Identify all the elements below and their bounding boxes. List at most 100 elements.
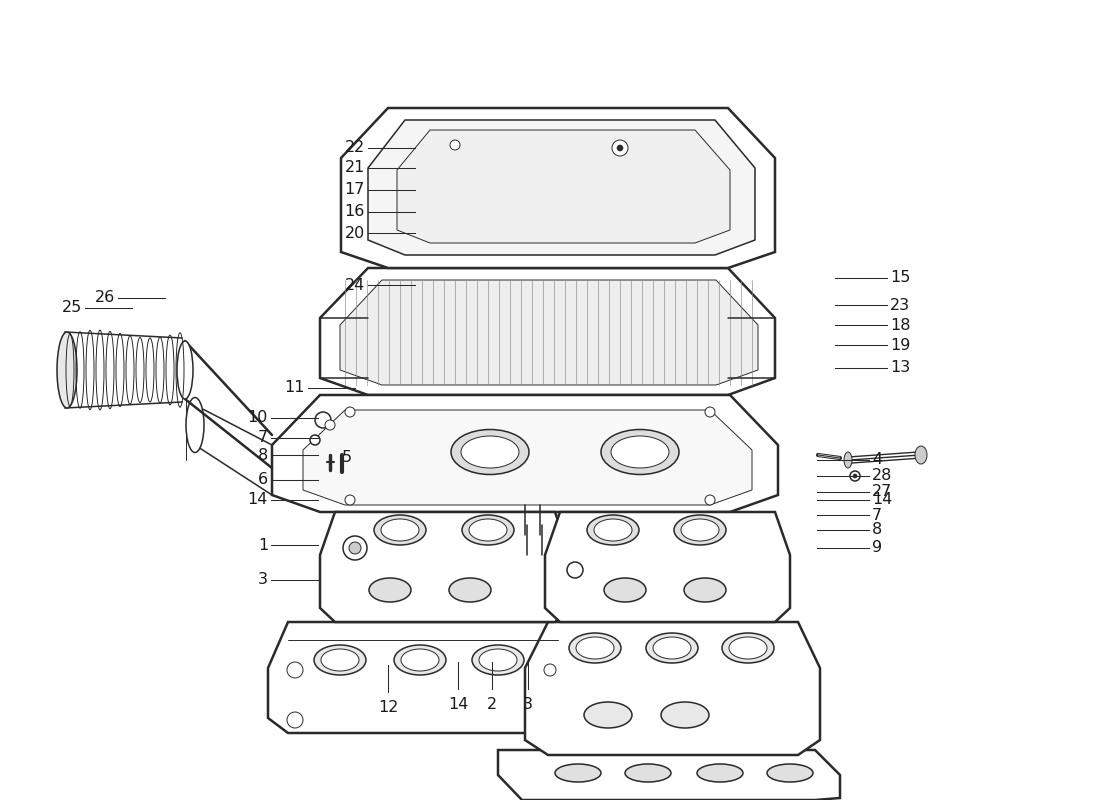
- Ellipse shape: [461, 436, 519, 468]
- Text: 27: 27: [872, 485, 892, 499]
- Text: 8: 8: [872, 522, 882, 538]
- Ellipse shape: [767, 764, 813, 782]
- Circle shape: [705, 407, 715, 417]
- Circle shape: [343, 536, 367, 560]
- Circle shape: [852, 474, 857, 478]
- Ellipse shape: [646, 633, 698, 663]
- Text: 13: 13: [890, 361, 911, 375]
- Circle shape: [345, 495, 355, 505]
- Text: 7: 7: [872, 507, 882, 522]
- Ellipse shape: [610, 436, 669, 468]
- Circle shape: [705, 495, 715, 505]
- Ellipse shape: [729, 637, 767, 659]
- Ellipse shape: [374, 515, 426, 545]
- Ellipse shape: [653, 637, 691, 659]
- Text: 14: 14: [248, 493, 268, 507]
- Ellipse shape: [587, 515, 639, 545]
- Ellipse shape: [381, 519, 419, 541]
- Ellipse shape: [697, 764, 742, 782]
- Ellipse shape: [451, 430, 529, 474]
- Ellipse shape: [569, 633, 622, 663]
- Circle shape: [612, 140, 628, 156]
- Text: 16: 16: [344, 205, 365, 219]
- Polygon shape: [268, 622, 578, 733]
- Circle shape: [617, 145, 623, 151]
- Text: 24: 24: [344, 278, 365, 293]
- Ellipse shape: [661, 702, 710, 728]
- Circle shape: [310, 435, 320, 445]
- Circle shape: [287, 712, 303, 728]
- Text: 10: 10: [248, 410, 268, 426]
- Text: 19: 19: [890, 338, 911, 353]
- Ellipse shape: [478, 649, 517, 671]
- Text: 4: 4: [872, 453, 882, 467]
- Ellipse shape: [584, 702, 632, 728]
- Text: 15: 15: [890, 270, 911, 286]
- Polygon shape: [320, 512, 570, 622]
- Polygon shape: [340, 280, 758, 385]
- Polygon shape: [525, 622, 820, 755]
- Text: 23: 23: [890, 298, 910, 313]
- Circle shape: [324, 420, 336, 430]
- Ellipse shape: [604, 578, 646, 602]
- Circle shape: [850, 471, 860, 481]
- Text: 12: 12: [377, 700, 398, 715]
- Text: 25: 25: [62, 301, 82, 315]
- Text: 22: 22: [344, 141, 365, 155]
- Polygon shape: [397, 130, 730, 243]
- Text: 14: 14: [448, 697, 469, 712]
- Text: 8: 8: [257, 447, 268, 462]
- Ellipse shape: [594, 519, 632, 541]
- Ellipse shape: [681, 519, 719, 541]
- Ellipse shape: [368, 578, 411, 602]
- Polygon shape: [320, 268, 776, 395]
- Circle shape: [315, 412, 331, 428]
- Text: 3: 3: [258, 573, 268, 587]
- Text: 28: 28: [872, 469, 892, 483]
- Ellipse shape: [469, 519, 507, 541]
- Ellipse shape: [402, 649, 439, 671]
- Text: 14: 14: [872, 493, 892, 507]
- Ellipse shape: [186, 398, 204, 453]
- Text: 17: 17: [344, 182, 365, 198]
- Ellipse shape: [684, 578, 726, 602]
- Polygon shape: [544, 512, 790, 622]
- Text: 2: 2: [487, 697, 497, 712]
- Ellipse shape: [844, 452, 852, 468]
- Polygon shape: [341, 108, 776, 268]
- Circle shape: [345, 407, 355, 417]
- Polygon shape: [272, 395, 778, 512]
- Ellipse shape: [462, 515, 514, 545]
- Circle shape: [450, 140, 460, 150]
- Polygon shape: [368, 120, 755, 255]
- Ellipse shape: [915, 446, 927, 464]
- Ellipse shape: [57, 332, 77, 408]
- Text: 11: 11: [285, 381, 305, 395]
- Ellipse shape: [722, 633, 774, 663]
- Circle shape: [287, 662, 303, 678]
- Text: 6: 6: [257, 473, 268, 487]
- Text: 3: 3: [522, 697, 534, 712]
- Ellipse shape: [314, 645, 366, 675]
- Ellipse shape: [472, 645, 524, 675]
- Ellipse shape: [556, 764, 601, 782]
- Polygon shape: [498, 750, 840, 800]
- Ellipse shape: [449, 578, 491, 602]
- Text: 1: 1: [257, 538, 268, 553]
- Text: 20: 20: [344, 226, 365, 241]
- Ellipse shape: [394, 645, 446, 675]
- Circle shape: [544, 664, 556, 676]
- Ellipse shape: [674, 515, 726, 545]
- Ellipse shape: [177, 341, 192, 399]
- Text: 7: 7: [257, 430, 268, 446]
- Text: 21: 21: [344, 161, 365, 175]
- Text: 18: 18: [890, 318, 911, 333]
- Polygon shape: [302, 410, 752, 505]
- Text: 9: 9: [872, 541, 882, 555]
- Circle shape: [566, 562, 583, 578]
- Ellipse shape: [321, 649, 359, 671]
- Ellipse shape: [576, 637, 614, 659]
- Ellipse shape: [601, 430, 679, 474]
- Text: 26: 26: [95, 290, 116, 306]
- Circle shape: [349, 542, 361, 554]
